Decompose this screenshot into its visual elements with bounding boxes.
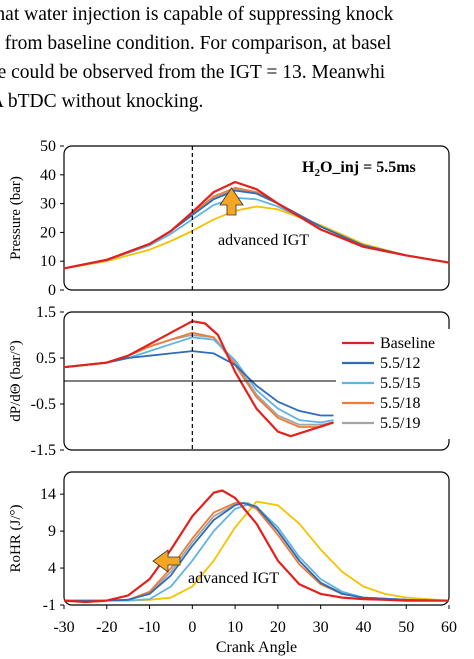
pressure-ytick-label: 10	[40, 253, 56, 270]
advance-arrow-left-icon	[152, 549, 181, 573]
dpdtheta-series-5_5-15	[63, 336, 334, 424]
dpdtheta-series-baseline	[63, 320, 334, 438]
rohr-frame	[63, 471, 450, 606]
pressure-ytick-label: 20	[40, 224, 56, 241]
dpdtheta-ylabel: dP/dΘ (bar/°)	[8, 340, 24, 421]
rohr-ytick-label: 4	[48, 560, 56, 577]
text-line: » from baseline condition. For compariso…	[0, 33, 392, 54]
rohr-ytick-label: 14	[40, 486, 56, 503]
legend-label: 5.5/15	[380, 375, 420, 392]
xtick-label: -10	[139, 619, 160, 636]
legend-label: 5.5/18	[380, 395, 420, 412]
legend-label: Baseline	[380, 335, 435, 352]
xtick-label: 40	[355, 619, 371, 636]
pressure-ytick-label: 0	[48, 282, 56, 299]
dpdtheta-series-5_5-19	[63, 334, 334, 426]
xlabel: Crank Angle	[216, 639, 297, 656]
xtick-label: 0	[188, 619, 196, 636]
dpdtheta-ytick-label: 1.5	[36, 304, 56, 321]
pressure-ylabel: Pressure (bar)	[8, 176, 24, 260]
text-line: that water injection is capable of suppr…	[0, 4, 394, 25]
xtick-label: 20	[270, 619, 286, 636]
pressure-series-baseline	[63, 180, 450, 270]
dpdtheta-ytick-label: 0.5	[36, 350, 56, 367]
xtick-label: 60	[441, 619, 457, 636]
body-text: that water injection is capable of suppr…	[0, 0, 474, 116]
pressure-frame	[63, 145, 450, 291]
dpdtheta-ytick-label: -0.5	[31, 396, 56, 413]
text-line: se could be observed from the IGT = 13. …	[0, 62, 386, 83]
legend-label: 5.5/12	[380, 355, 420, 372]
xtick-label: 10	[227, 619, 243, 636]
rohr-ytick-label: 9	[48, 523, 56, 540]
pressure-ytick-label: 30	[40, 196, 56, 213]
dpdtheta-series-5_5-12	[63, 350, 334, 417]
injection-annotation: H2O_inj = 5.5ms	[302, 159, 416, 179]
xtick-label: -20	[96, 619, 117, 636]
text-line: A bTDC without knocking.	[0, 91, 204, 112]
advance-arrow-up-icon	[219, 187, 244, 216]
pressure-ytick-label: 50	[40, 138, 56, 155]
rohr-ylabel: RoHR (J/°)	[8, 504, 24, 572]
rohr-series-5_5-12	[64, 502, 450, 602]
xtick-label: 30	[313, 619, 329, 636]
pressure-ytick-label: 40	[40, 167, 56, 184]
xtick-label: 50	[398, 619, 414, 636]
dpdtheta-ytick-label: -1.5	[31, 442, 56, 459]
legend-label: 5.5/19	[380, 415, 420, 432]
dpdtheta-series-5_5-18	[63, 331, 334, 428]
xtick-label: -30	[53, 619, 74, 636]
advanced-igt-label-bottom: advanced IGT	[188, 570, 279, 587]
rohr-series-baseline	[63, 489, 449, 604]
advanced-igt-label-top: advanced IGT	[218, 232, 309, 249]
rohr-ytick-label: -1	[43, 597, 56, 614]
